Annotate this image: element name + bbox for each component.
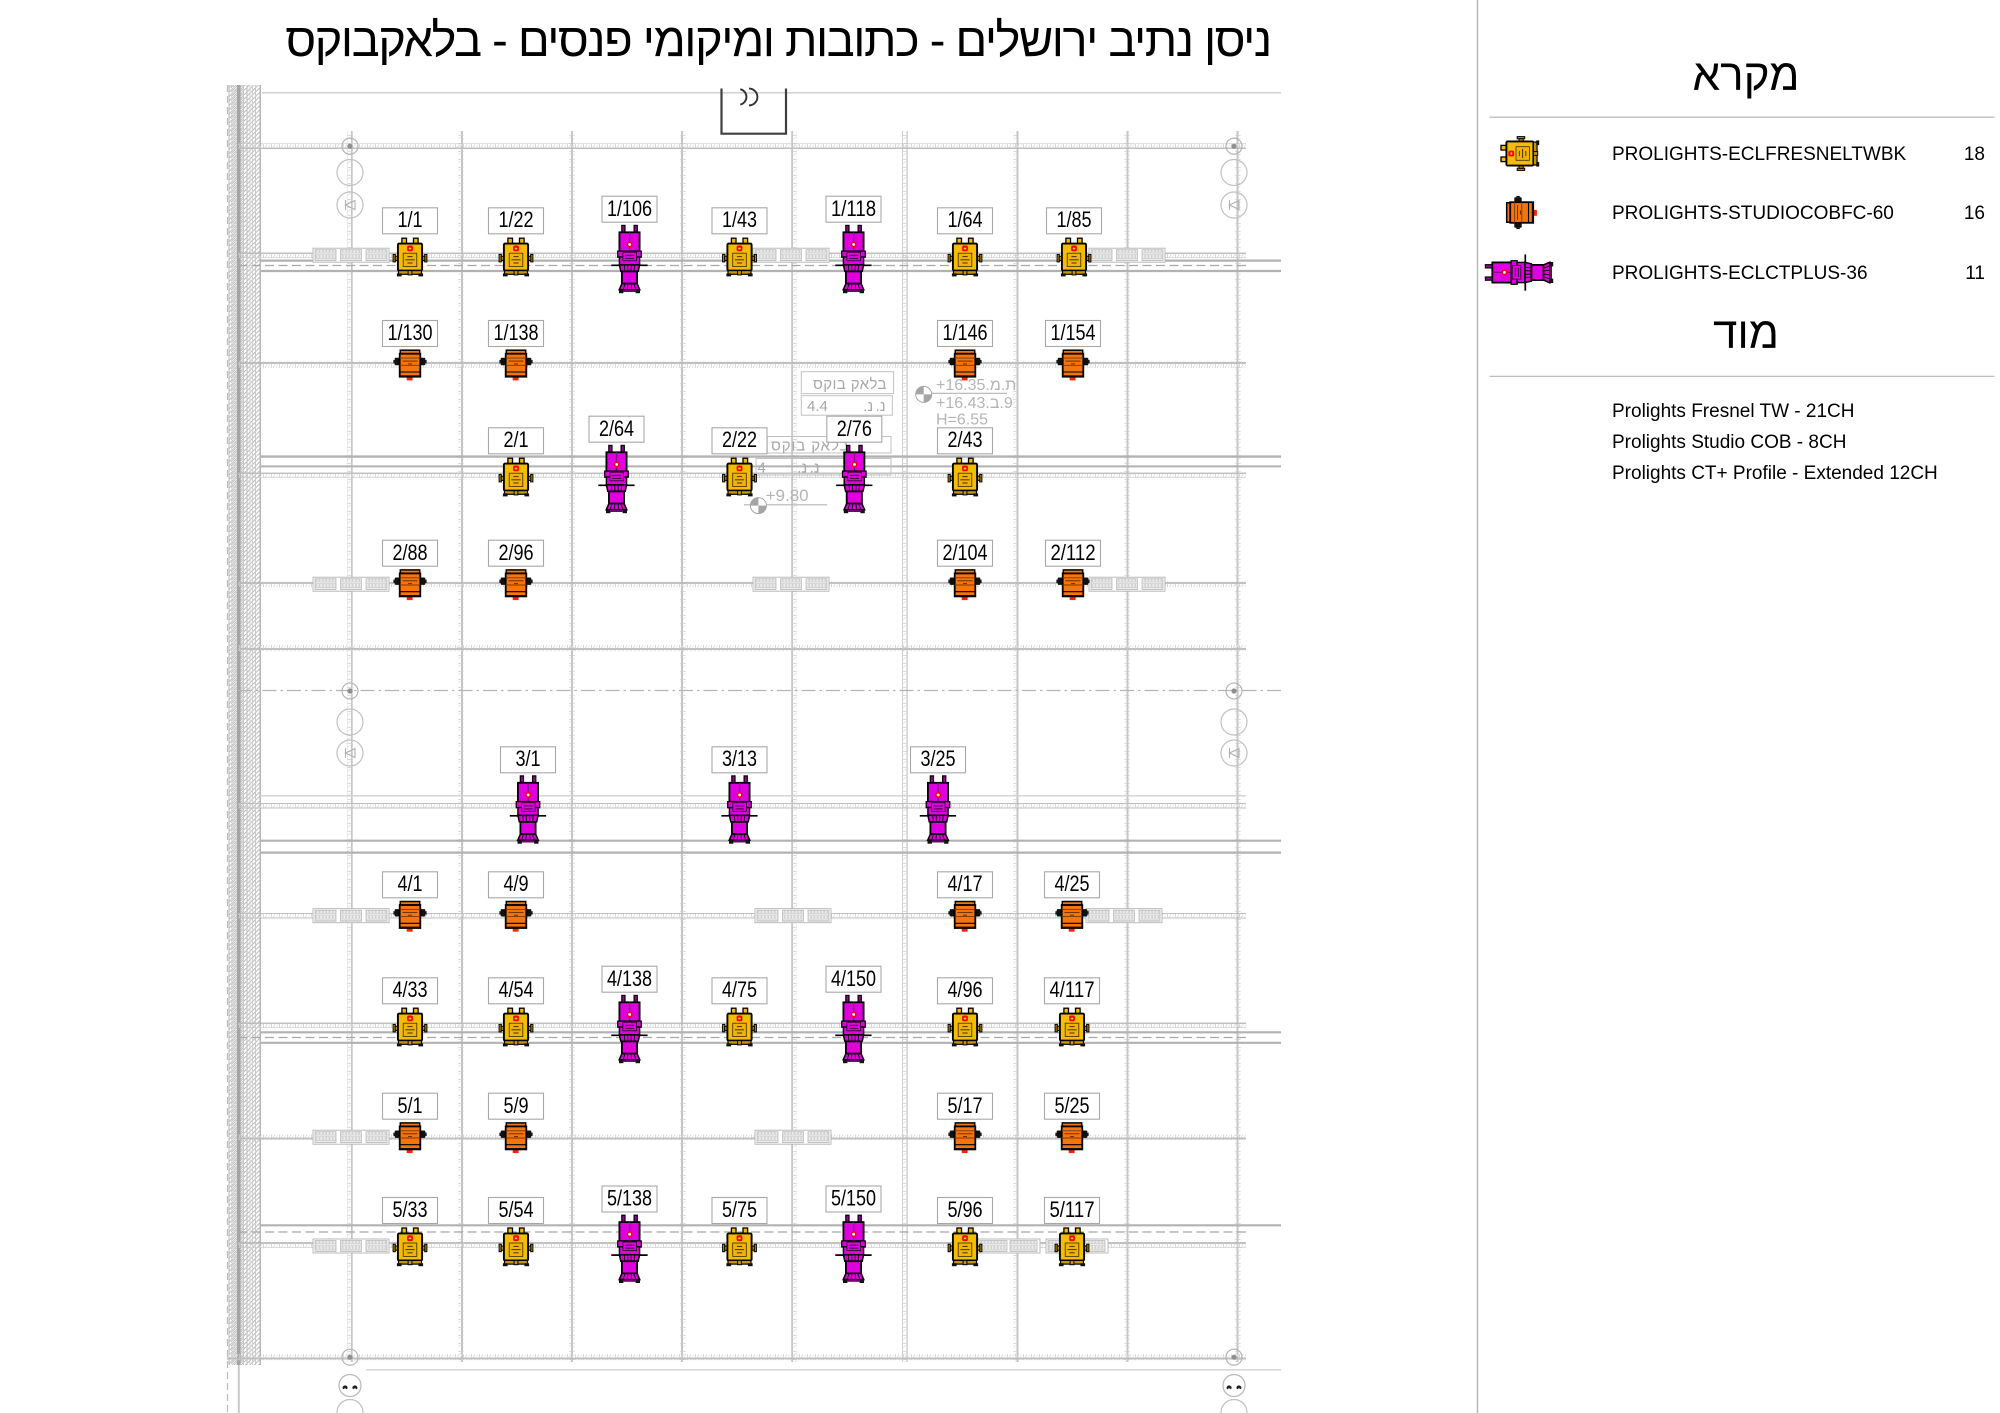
svg-text:1/154: 1/154 <box>1050 320 1095 345</box>
svg-text:2/76: 2/76 <box>837 416 872 441</box>
svg-text:5/54: 5/54 <box>498 1197 533 1222</box>
svg-text:1/106: 1/106 <box>607 196 652 221</box>
svg-text:1/138: 1/138 <box>493 320 538 345</box>
svg-text:4/96: 4/96 <box>947 977 982 1002</box>
svg-text:1/146: 1/146 <box>942 320 987 345</box>
svg-text:4/117: 4/117 <box>1049 977 1094 1002</box>
svg-text:5/138: 5/138 <box>607 1186 652 1211</box>
svg-text:2/1: 2/1 <box>503 427 528 452</box>
svg-text:4/54: 4/54 <box>498 977 533 1002</box>
svg-text:2/64: 2/64 <box>599 416 634 441</box>
svg-text:2/104: 2/104 <box>942 540 987 565</box>
svg-text:2/88: 2/88 <box>392 540 427 565</box>
svg-text:2/43: 2/43 <box>947 427 982 452</box>
svg-text:2/96: 2/96 <box>498 540 533 565</box>
svg-text:5/9: 5/9 <box>503 1093 528 1118</box>
svg-text:2/22: 2/22 <box>722 427 757 452</box>
svg-text:נ: נ <box>867 398 873 415</box>
svg-text:5/150: 5/150 <box>831 1186 876 1211</box>
svg-text:.: . <box>797 460 801 477</box>
svg-text:5/33: 5/33 <box>392 1197 427 1222</box>
svg-text:H=6.55: H=6.55 <box>936 412 988 429</box>
svg-text:1/1: 1/1 <box>397 207 422 232</box>
svg-text:4/150: 4/150 <box>831 966 876 991</box>
svg-text:4/1: 4/1 <box>397 871 422 896</box>
svg-text:2/112: 2/112 <box>1050 540 1095 565</box>
svg-text:נ: נ <box>801 460 807 477</box>
svg-text:נ: נ <box>880 398 886 415</box>
svg-text:1/22: 1/22 <box>498 207 533 232</box>
svg-text:+9.80: +9.80 <box>766 486 809 505</box>
svg-text:‭+16.43.ב.9‬: ‭+16.43.ב.9‬ <box>936 395 1013 412</box>
svg-text:.: . <box>810 460 814 477</box>
svg-text:4/75: 4/75 <box>722 977 757 1002</box>
svg-text:5/117: 5/117 <box>1049 1197 1094 1222</box>
svg-text:4/138: 4/138 <box>607 966 652 991</box>
svg-text:5/17: 5/17 <box>947 1093 982 1118</box>
svg-text:4/9: 4/9 <box>503 871 528 896</box>
svg-text:3/25: 3/25 <box>920 746 955 771</box>
svg-text:1/43: 1/43 <box>722 207 757 232</box>
svg-text:1/118: 1/118 <box>831 196 876 221</box>
svg-text:5/75: 5/75 <box>722 1197 757 1222</box>
svg-text:4: 4 <box>758 460 766 477</box>
svg-text:1/85: 1/85 <box>1056 207 1091 232</box>
svg-text:1/64: 1/64 <box>947 207 982 232</box>
svg-text:‭+16.35.מ.ת‬: ‭+16.35.מ.ת‬ <box>936 377 1016 394</box>
svg-text:4/33: 4/33 <box>392 977 427 1002</box>
svg-text:4.4: 4.4 <box>807 398 828 415</box>
svg-text:.: . <box>863 398 867 415</box>
svg-text:3/13: 3/13 <box>722 746 757 771</box>
svg-text:בלאק בוקס: בלאק בוקס <box>813 376 887 393</box>
svg-text:נ: נ <box>814 460 820 477</box>
svg-text:3/1: 3/1 <box>515 746 540 771</box>
svg-text:5/1: 5/1 <box>397 1093 422 1118</box>
svg-text:4/25: 4/25 <box>1054 871 1089 896</box>
svg-text:5/25: 5/25 <box>1054 1093 1089 1118</box>
svg-text:4/17: 4/17 <box>947 871 982 896</box>
svg-text:.: . <box>876 398 880 415</box>
svg-text:5/96: 5/96 <box>947 1197 982 1222</box>
svg-text:1/130: 1/130 <box>387 320 432 345</box>
